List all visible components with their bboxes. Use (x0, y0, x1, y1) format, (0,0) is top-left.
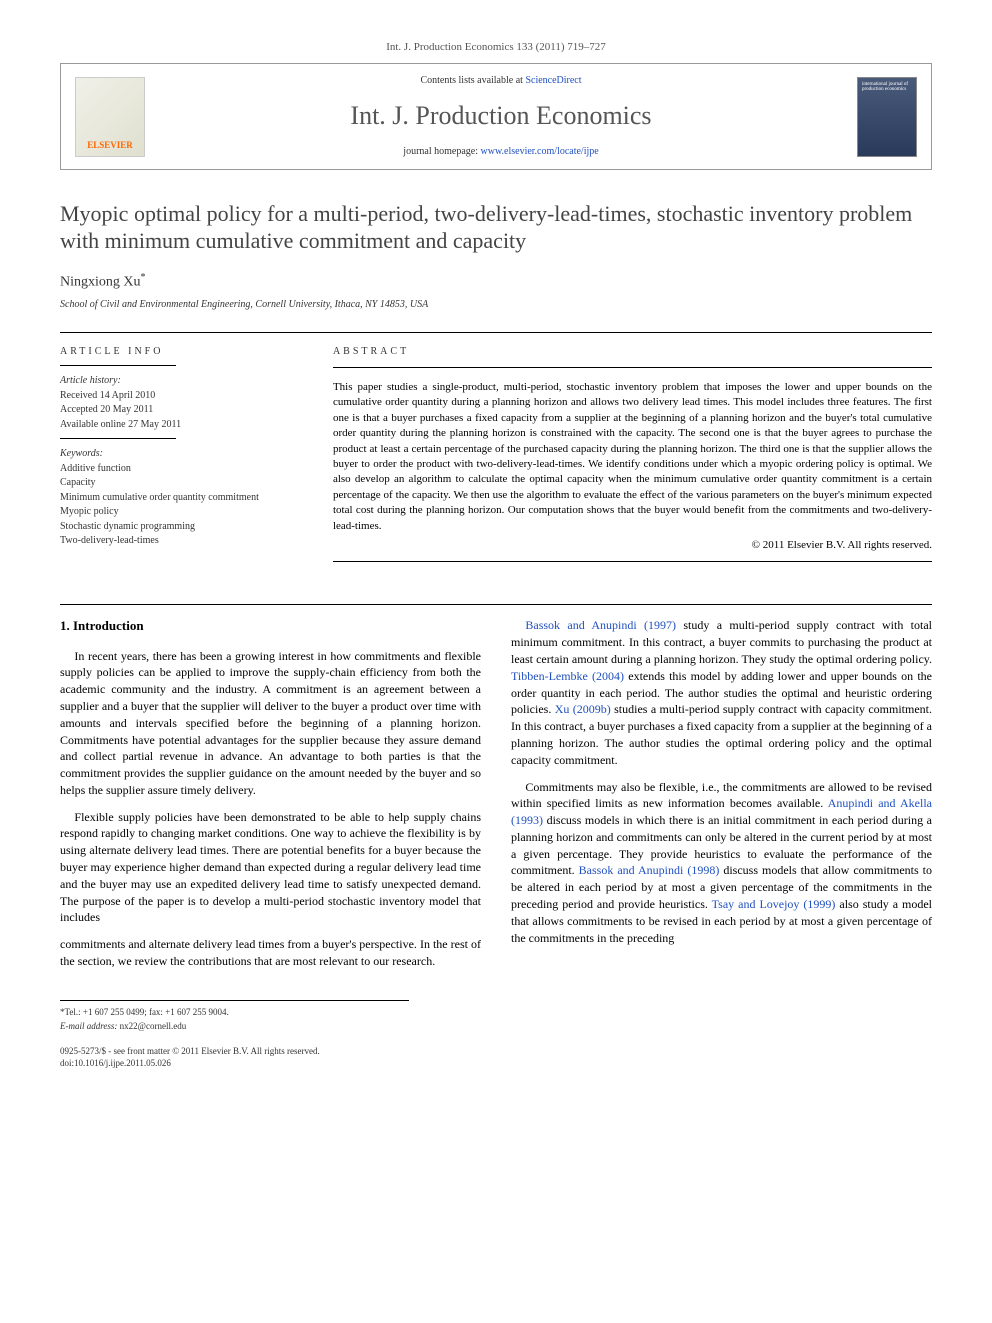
front-matter-block: 0925-5273/$ - see front matter © 2011 El… (60, 1046, 932, 1069)
article-info-heading: ARTICLE INFO (60, 345, 293, 359)
abstract-copyright: © 2011 Elsevier B.V. All rights reserved… (333, 538, 932, 553)
corresponding-author-footnote: *Tel.: +1 607 255 0499; fax: +1 607 255 … (60, 1007, 409, 1019)
keywords-label: Keywords: (60, 447, 293, 462)
citation-link[interactable]: Tibben-Lembke (2004) (511, 669, 624, 683)
keywords-block: Keywords: Additive function Capacity Min… (60, 447, 293, 549)
article-history-block: Article history: Received 14 April 2010 … (60, 374, 293, 432)
accepted-date: Accepted 20 May 2011 (60, 403, 293, 418)
journal-cover-thumbnail: international journal of production econ… (857, 77, 917, 157)
citation-link[interactable]: Xu (2009b) (555, 702, 611, 716)
email-label: E-mail address: (60, 1021, 117, 1031)
abstract-heading: ABSTRACT (333, 345, 932, 359)
keyword-item: Two-delivery-lead-times (60, 534, 293, 549)
author-text: Ningxiong Xu (60, 274, 141, 289)
keyword-item: Minimum cumulative order quantity commit… (60, 491, 293, 506)
homepage-prefix: journal homepage: (403, 146, 480, 157)
article-history-label: Article history: (60, 374, 293, 389)
publisher-logo-label: ELSEVIER (87, 139, 133, 156)
received-date: Received 14 April 2010 (60, 389, 293, 404)
body-paragraph: Flexible supply policies have been demon… (60, 809, 481, 927)
journal-homepage-line: journal homepage: www.elsevier.com/locat… (159, 145, 843, 159)
abstract-text: This paper studies a single-product, mul… (333, 380, 932, 534)
publisher-logo: ELSEVIER (75, 77, 145, 157)
article-info-abstract-row: ARTICLE INFO Article history: Received 1… (60, 345, 932, 574)
keyword-item: Stochastic dynamic programming (60, 520, 293, 535)
article-title: Myopic optimal policy for a multi-period… (60, 200, 932, 255)
citation-link[interactable]: Tsay and Lovejoy (1999) (712, 897, 836, 911)
section-heading-introduction: 1. Introduction (60, 617, 481, 635)
footnotes-block: *Tel.: +1 607 255 0499; fax: +1 607 255 … (60, 1000, 409, 1032)
author-affiliation: School of Civil and Environmental Engine… (60, 298, 932, 312)
body-paragraph: In recent years, there has been a growin… (60, 648, 481, 799)
email-address: nx22@cornell.edu (117, 1021, 186, 1031)
body-paragraph: Bassok and Anupindi (1997) study a multi… (511, 617, 932, 768)
abstract-bottom-rule (333, 561, 932, 562)
divider-above-info (60, 332, 932, 333)
article-info-column: ARTICLE INFO Article history: Received 1… (60, 345, 293, 574)
abstract-column: ABSTRACT This paper studies a single-pro… (333, 345, 932, 574)
journal-header-box: ELSEVIER Contents lists available at Sci… (60, 63, 932, 169)
divider-below-info (60, 604, 932, 605)
citation-link[interactable]: Bassok and Anupindi (1997) (525, 618, 676, 632)
top-reference-line: Int. J. Production Economics 133 (2011) … (60, 40, 932, 55)
online-date: Available online 27 May 2011 (60, 418, 293, 433)
contents-prefix: Contents lists available at (420, 75, 525, 86)
author-name: Ningxiong Xu* (60, 271, 932, 292)
doi-line: doi:10.1016/j.ijpe.2011.05.026 (60, 1058, 932, 1070)
keyword-item: Additive function (60, 462, 293, 477)
keyword-item: Myopic policy (60, 505, 293, 520)
journal-name: Int. J. Production Economics (159, 98, 843, 134)
citation-link[interactable]: Bassok and Anupindi (1998) (579, 863, 720, 877)
body-paragraph: Commitments may also be flexible, i.e., … (511, 779, 932, 947)
abstract-rule (333, 367, 932, 368)
article-body: 1. Introduction In recent years, there h… (60, 617, 932, 970)
cover-thumb-text: international journal of production econ… (862, 82, 912, 93)
keyword-item: Capacity (60, 476, 293, 491)
contents-available-line: Contents lists available at ScienceDirec… (159, 74, 843, 88)
article-info-rule (60, 365, 176, 366)
email-footnote: E-mail address: nx22@cornell.edu (60, 1021, 409, 1033)
journal-homepage-link[interactable]: www.elsevier.com/locate/ijpe (481, 146, 599, 157)
corresponding-author-marker: * (141, 272, 146, 283)
keywords-rule (60, 438, 176, 439)
sciencedirect-link[interactable]: ScienceDirect (525, 75, 581, 86)
body-paragraph: commitments and alternate delivery lead … (60, 936, 481, 970)
front-matter-line: 0925-5273/$ - see front matter © 2011 El… (60, 1046, 932, 1058)
